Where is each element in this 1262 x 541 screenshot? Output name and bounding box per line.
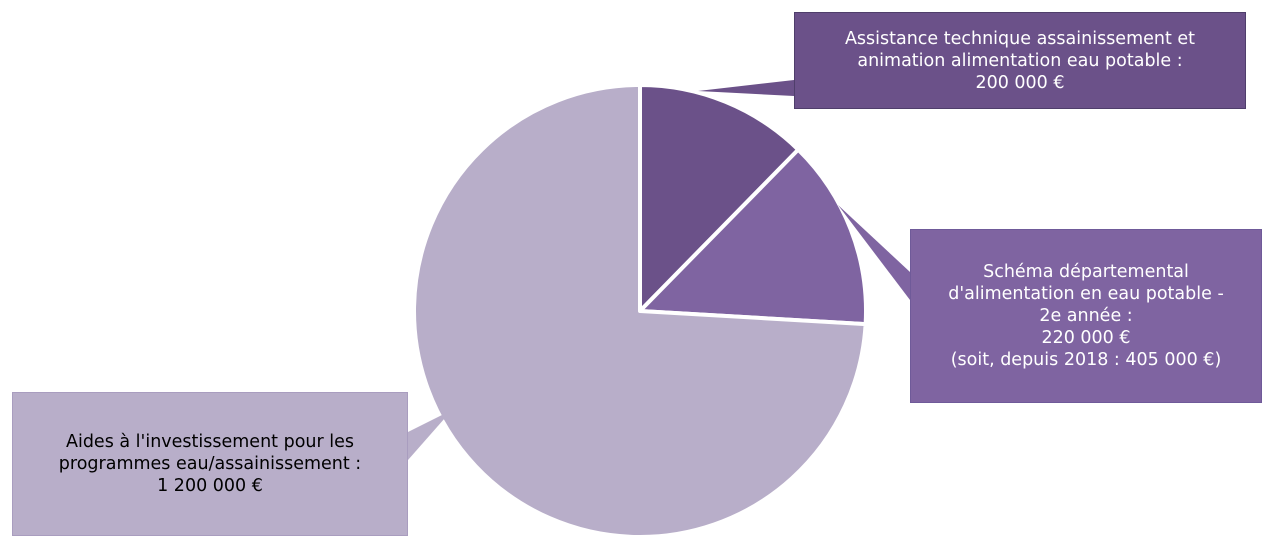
callout-line: (soit, depuis 2018 : 405 000 €): [950, 350, 1222, 370]
callout-line: Aides à l'investissement pour les: [65, 432, 354, 452]
callout-assistance-technique: Assistance technique assainissement et a…: [794, 12, 1246, 109]
callout-pointer: [408, 410, 452, 460]
callout-line: 220 000 €: [1041, 328, 1131, 348]
callout-pointer: [838, 205, 910, 300]
callout-line: 2e année :: [1039, 306, 1133, 326]
pie-slice-aides-investissement: [412, 83, 868, 539]
pie-slice-assistance-technique: [638, 83, 801, 313]
callout-line: animation alimentation eau potable :: [857, 50, 1183, 71]
callout-line: 1 200 000 €: [157, 476, 263, 496]
callout-line: d'alimentation en eau potable -: [948, 284, 1224, 304]
callout-line: Assistance technique assainissement et: [844, 28, 1196, 49]
callout-pointer: [698, 80, 794, 96]
callout-line: programmes eau/assainissement :: [58, 454, 362, 474]
callout-line: Schéma départemental: [983, 262, 1189, 282]
pie-slice-schema-departemental: [638, 147, 868, 327]
callout-schema-departemental: Schéma départemental d'alimentation en e…: [910, 229, 1262, 403]
callout-aides-investissement: Aides à l'investissement pour les progra…: [12, 392, 408, 536]
callout-line: 200 000 €: [975, 72, 1065, 93]
